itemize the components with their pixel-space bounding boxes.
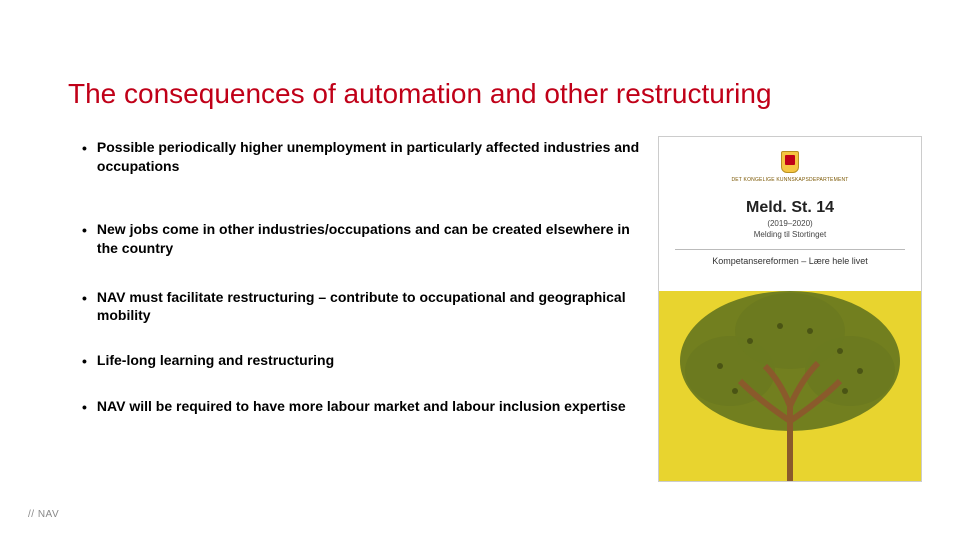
bullet-text: Life-long learning and restructuring xyxy=(97,351,334,370)
doc-header: DET KONGELIGE KUNNSKAPSDEPARTEMENT Meld.… xyxy=(659,137,921,266)
bullet-text: New jobs come in other industries/occupa… xyxy=(97,220,642,258)
doc-title: Meld. St. 14 xyxy=(659,199,921,217)
page-title: The consequences of automation and other… xyxy=(68,78,772,110)
bullet-list: • Possible periodically higher unemployme… xyxy=(82,138,642,417)
bullet-item: • Possible periodically higher unemployme… xyxy=(82,138,642,176)
tree-icon xyxy=(660,271,920,481)
doc-caption: Kompetansereformen – Lære hele livet xyxy=(659,256,921,266)
bullet-dot-icon: • xyxy=(82,289,87,308)
footer-brand: // NAV xyxy=(28,509,59,520)
bullet-dot-icon: • xyxy=(82,352,87,371)
bullet-dot-icon: • xyxy=(82,221,87,240)
bullet-item: • NAV will be required to have more labou… xyxy=(82,397,642,417)
spacer xyxy=(82,258,642,288)
bullet-text: NAV must facilitate restructuring – cont… xyxy=(97,288,642,326)
slide: The consequences of automation and other… xyxy=(0,0,960,540)
document-thumbnail: DET KONGELIGE KUNNSKAPSDEPARTEMENT Meld.… xyxy=(658,136,922,482)
bullet-text: Possible periodically higher unemploymen… xyxy=(97,138,642,176)
bullet-item: • Life-long learning and restructuring xyxy=(82,351,642,371)
bullet-dot-icon: • xyxy=(82,139,87,158)
spacer xyxy=(82,325,642,351)
bullet-item: • NAV must facilitate restructuring – con… xyxy=(82,288,642,326)
doc-subtitle-type: Melding til Stortinget xyxy=(659,230,921,239)
bullet-item: • New jobs come in other industries/occup… xyxy=(82,220,642,258)
spacer xyxy=(82,371,642,397)
crest-icon xyxy=(781,151,799,173)
crest-label: DET KONGELIGE KUNNSKAPSDEPARTEMENT xyxy=(659,177,921,183)
doc-subtitle-years: (2019–2020) xyxy=(659,219,921,228)
bullet-dot-icon: • xyxy=(82,398,87,417)
bullet-text: NAV will be required to have more labour… xyxy=(97,397,626,416)
spacer xyxy=(82,176,642,220)
doc-divider xyxy=(675,249,905,250)
